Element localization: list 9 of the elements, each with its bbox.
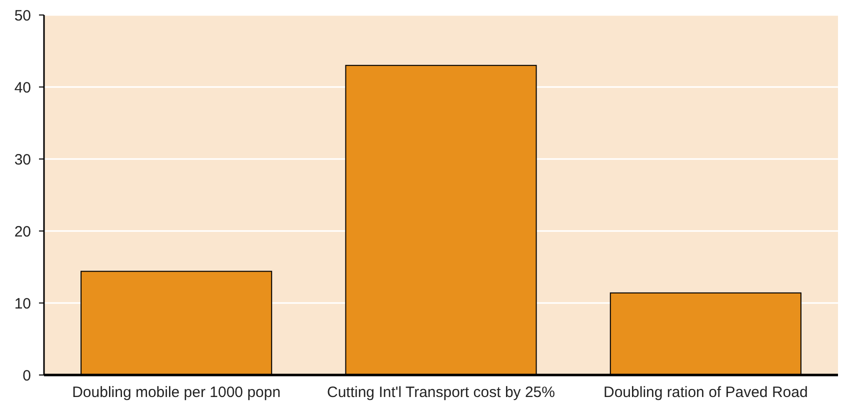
y-tick-label: 40 [14,79,31,96]
x-tick-label: Cutting Int'l Transport cost by 25% [327,384,555,401]
y-tick-label: 0 [22,367,31,384]
y-tick-label: 30 [14,151,31,168]
y-tick-label: 10 [14,295,31,312]
x-tick-label: Doubling ration of Paved Road [604,384,808,401]
y-tick-label: 50 [14,7,31,24]
x-tick-label: Doubling mobile per 1000 popn [72,384,281,401]
y-tick-label: 20 [14,223,31,240]
